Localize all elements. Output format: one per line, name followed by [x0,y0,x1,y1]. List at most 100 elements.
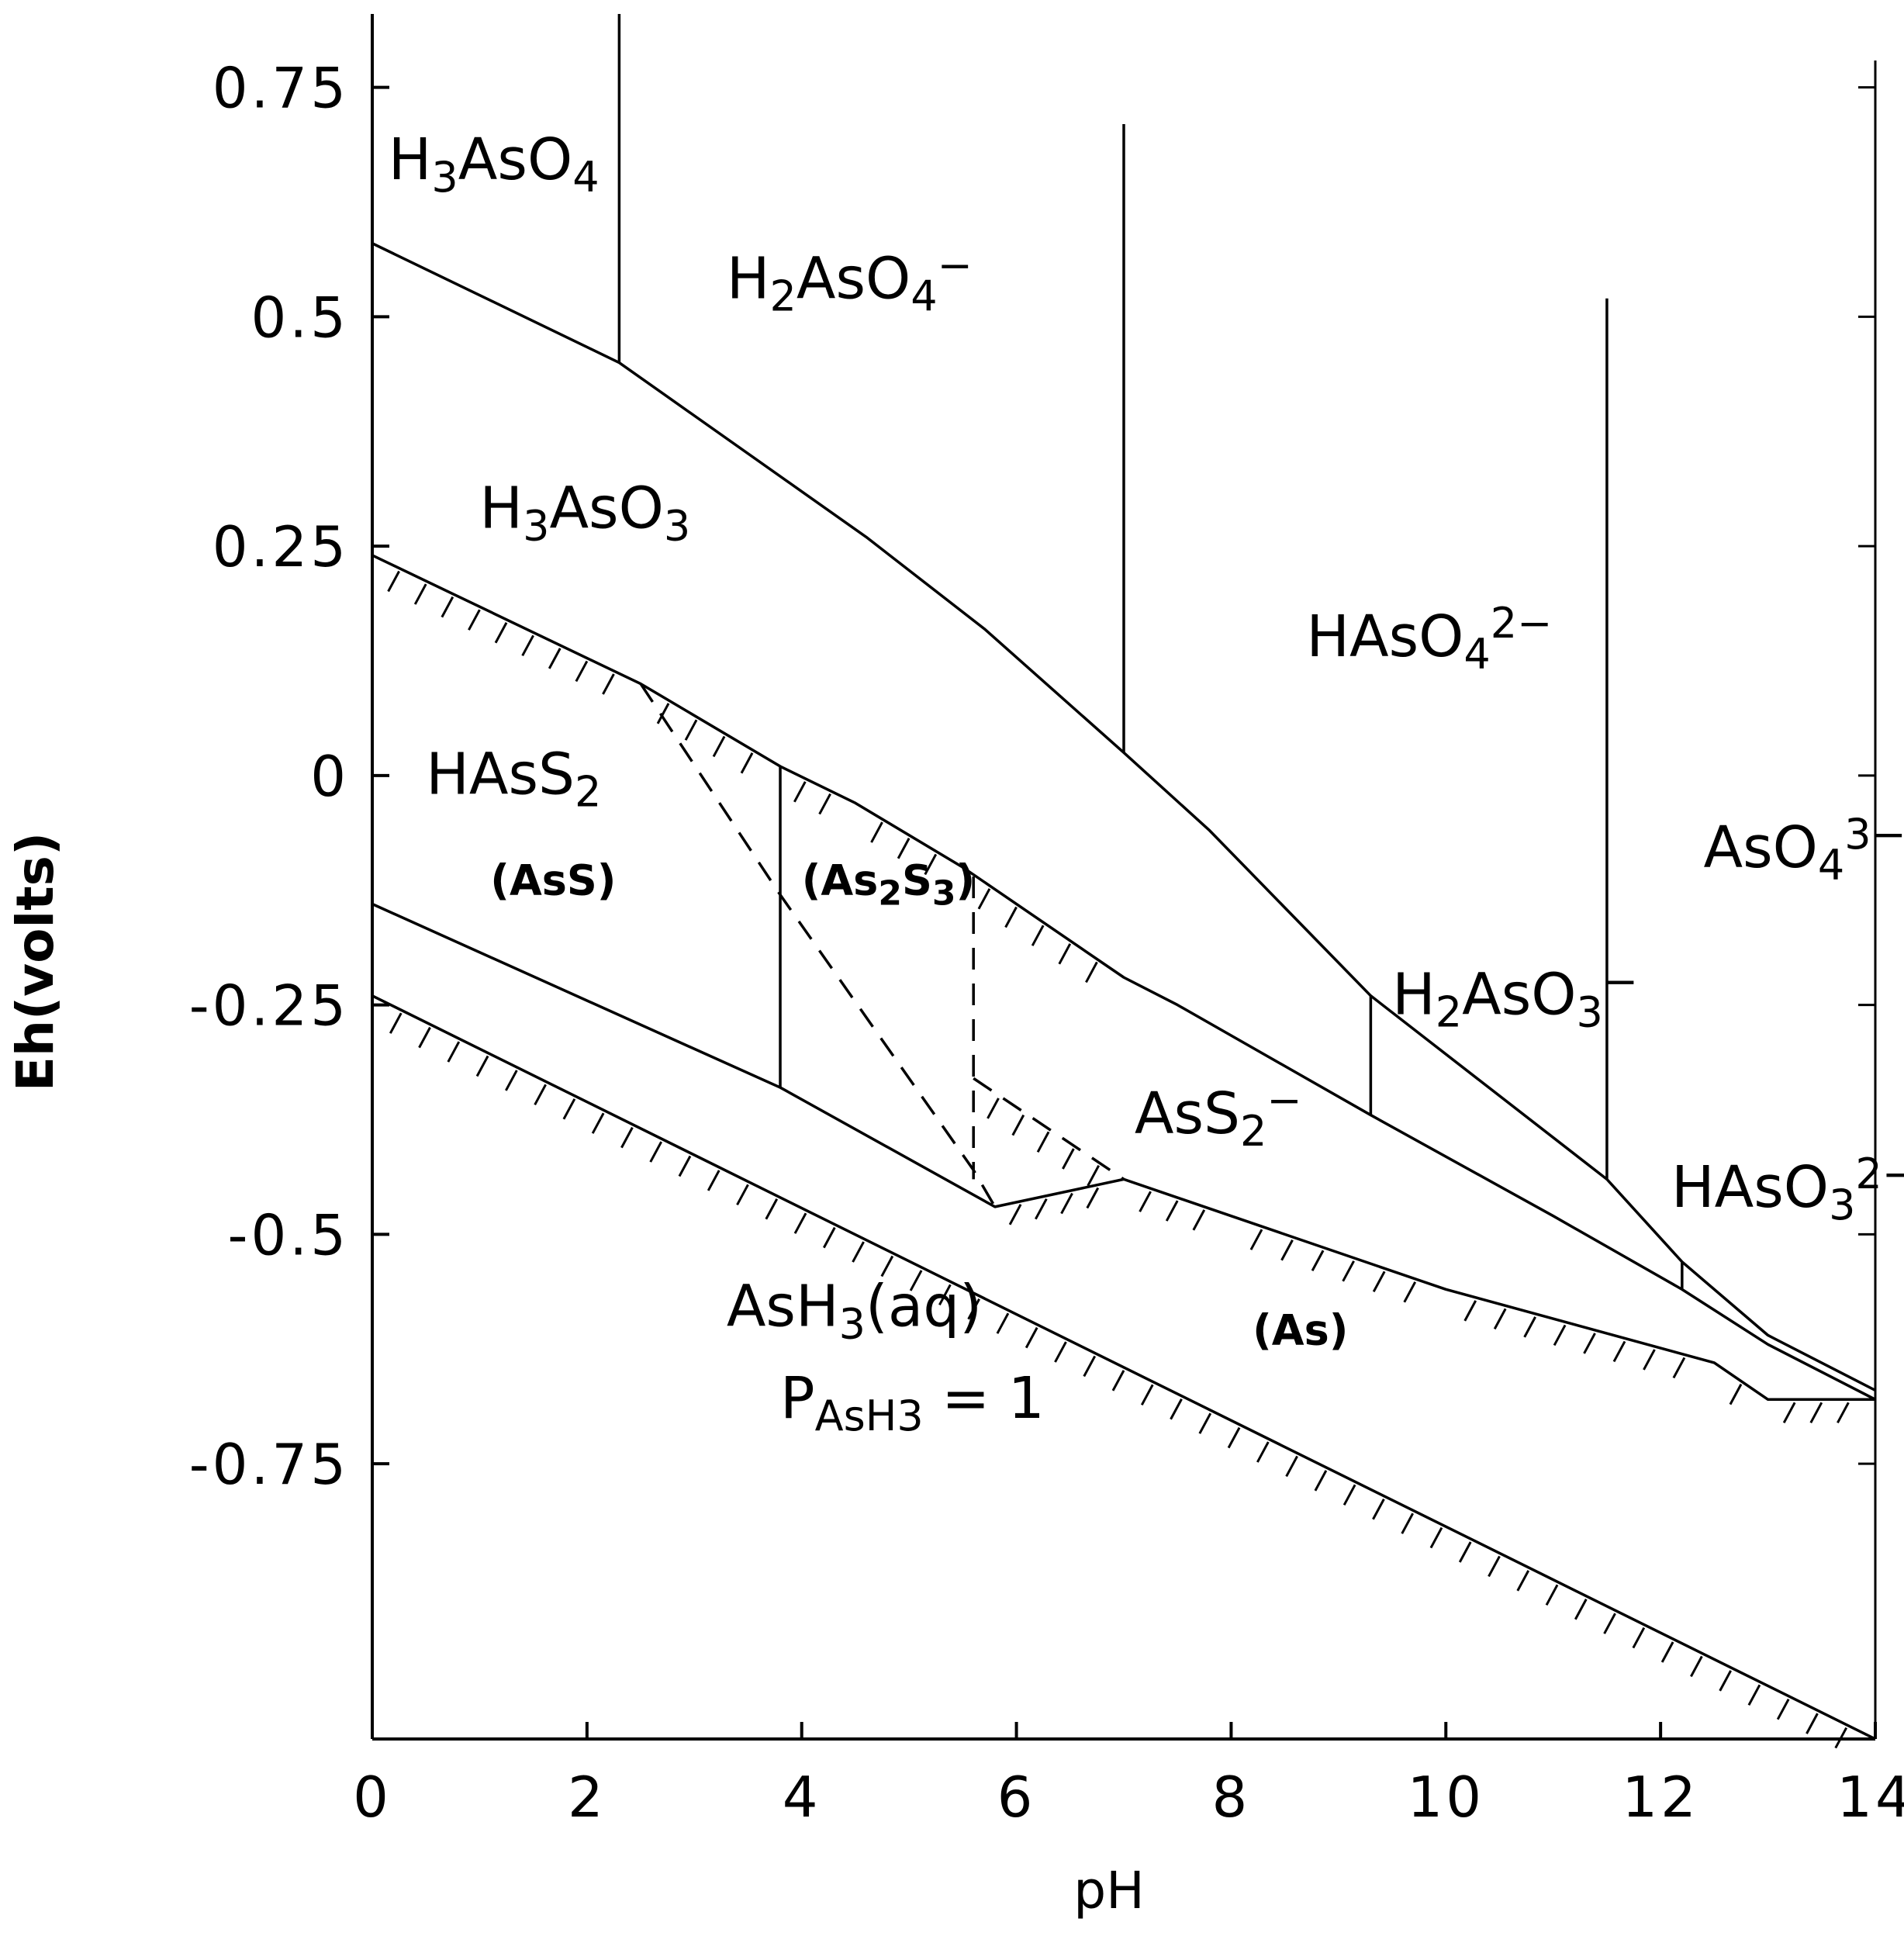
x-tick-label: 10 [1407,1765,1484,1830]
hatch-mark [1643,1349,1656,1371]
hatch-mark [938,1284,952,1306]
hatch-mark [1192,1209,1206,1231]
hatch-mark [1062,1148,1075,1170]
y-tick-label: 0 [310,744,349,809]
hatch-mark [1342,1260,1355,1282]
hatch-mark [924,853,938,876]
x-tick-label: 0 [353,1765,392,1830]
hatch-mark [909,1270,923,1291]
hatch-mark [475,1055,489,1077]
hatch-mark [1837,1402,1850,1424]
phase-label-0: (AsS) [490,856,616,905]
hatch-mark [534,1084,547,1106]
hatch-mark [1553,1324,1567,1347]
hatch-mark [1523,1316,1536,1338]
boundary-line-3 [371,994,1876,1741]
hatch-mark [1170,1398,1183,1420]
x-tick-label: 8 [1212,1765,1251,1830]
hatch-mark [441,596,454,618]
hatch-mark [1036,1131,1050,1153]
hatch-mark [1372,1270,1386,1293]
hatch-mark [656,703,670,724]
hatch-mark [987,1098,1000,1119]
hatch-mark [870,821,883,843]
hatch-mark [1198,1412,1212,1434]
hatch-mark [852,1241,865,1263]
region-label-10: PAsH3 = 1 [780,1365,1045,1440]
y-axis-label: Eh(volts) [5,832,65,1091]
hatch-mark [1488,1555,1501,1578]
hatch-marks [387,570,1850,1749]
region-label-6: H2AsO3− [1392,956,1638,1036]
hatch-mark [1085,961,1098,984]
hatch-mark [548,648,562,669]
hatch-mark [1463,1300,1477,1322]
region-label-8: HAsO32− [1671,1150,1904,1229]
hatch-mark [1060,1192,1073,1215]
hatch-mark [1311,1250,1325,1271]
hatch-mark [1025,1326,1038,1349]
hatch-mark [1729,1383,1743,1405]
hatch-mark [1403,1281,1417,1303]
hatch-mark [1011,1114,1025,1136]
hatch-mark [1004,906,1018,928]
hatch-mark [1612,1340,1626,1363]
hatch-mark [1690,1655,1703,1678]
hatch-mark [413,583,427,605]
hatch-mark [1834,1727,1848,1749]
hatch-mark [678,1155,692,1177]
region-labels: H3AsO4 H2AsO4− H3AsO3 HAsO42− HAsS2 AsO43− H2A… [389,126,1904,1440]
hatch-mark [1058,943,1072,965]
hatch-mark [765,1198,779,1220]
hatch-mark [1342,1484,1356,1506]
hatch-mark [897,838,911,859]
hatch-mark [505,1070,518,1091]
y-tick-label: -0.5 [228,1202,349,1267]
hatch-mark [1008,1204,1022,1226]
hatch-mark [1806,1713,1819,1734]
y-tick-label: 0.25 [213,514,349,579]
hatch-mark [1574,1599,1588,1620]
hatch-mark [1140,1384,1154,1406]
plot-frame [371,14,1877,1741]
hatch-mark [1372,1499,1385,1520]
region-label-9: AsH3(aq) [727,1274,982,1349]
region-label-5: AsO43− [1704,810,1904,890]
hatch-mark [1256,1441,1270,1463]
hatch-mark [1083,1355,1097,1378]
hatch-mark [1809,1402,1823,1424]
y-tick-label: 0.75 [213,56,349,121]
x-tick-label: 6 [997,1765,1036,1830]
boundary-line-2 [371,902,1875,1402]
hatch-mark [684,719,698,741]
hatch-mark [1493,1308,1507,1330]
hatch-mark [1401,1512,1415,1534]
hatch-mark [1429,1526,1443,1549]
hatch-mark [1583,1333,1596,1354]
hatch-mark [521,634,534,657]
hatch-mark [793,781,807,803]
hatch-mark [1280,1239,1294,1261]
hatch-mark [1782,1402,1796,1424]
boundary-line-0 [371,242,1876,1392]
hatch-mark [793,1212,807,1234]
hatch-mark [740,752,754,774]
boundary-line-6 [973,1077,1125,1181]
hatch-mark [967,1298,980,1320]
hatch-mark [818,793,831,815]
x-tick-label: 4 [783,1765,821,1830]
hatch-mark [1747,1684,1761,1706]
hatch-mark [1139,1191,1152,1212]
axis-ticks: 0 2 4 6 8 10 12 14 0.75 0.5 0.25 0 -0.25 -0.5 -0.75 [189,56,1904,1830]
boundary-line-4 [639,683,997,1208]
hatch-mark [822,1226,836,1249]
region-label-1: H2AsO4− [727,240,973,320]
hatch-mark [736,1184,749,1206]
hatch-mark [494,622,508,644]
region-label-0: H3AsO4 [389,126,600,202]
hatch-mark [1249,1229,1263,1250]
hatch-mark [1458,1541,1472,1563]
hatch-mark [1545,1584,1559,1606]
hatch-mark [418,1026,431,1049]
